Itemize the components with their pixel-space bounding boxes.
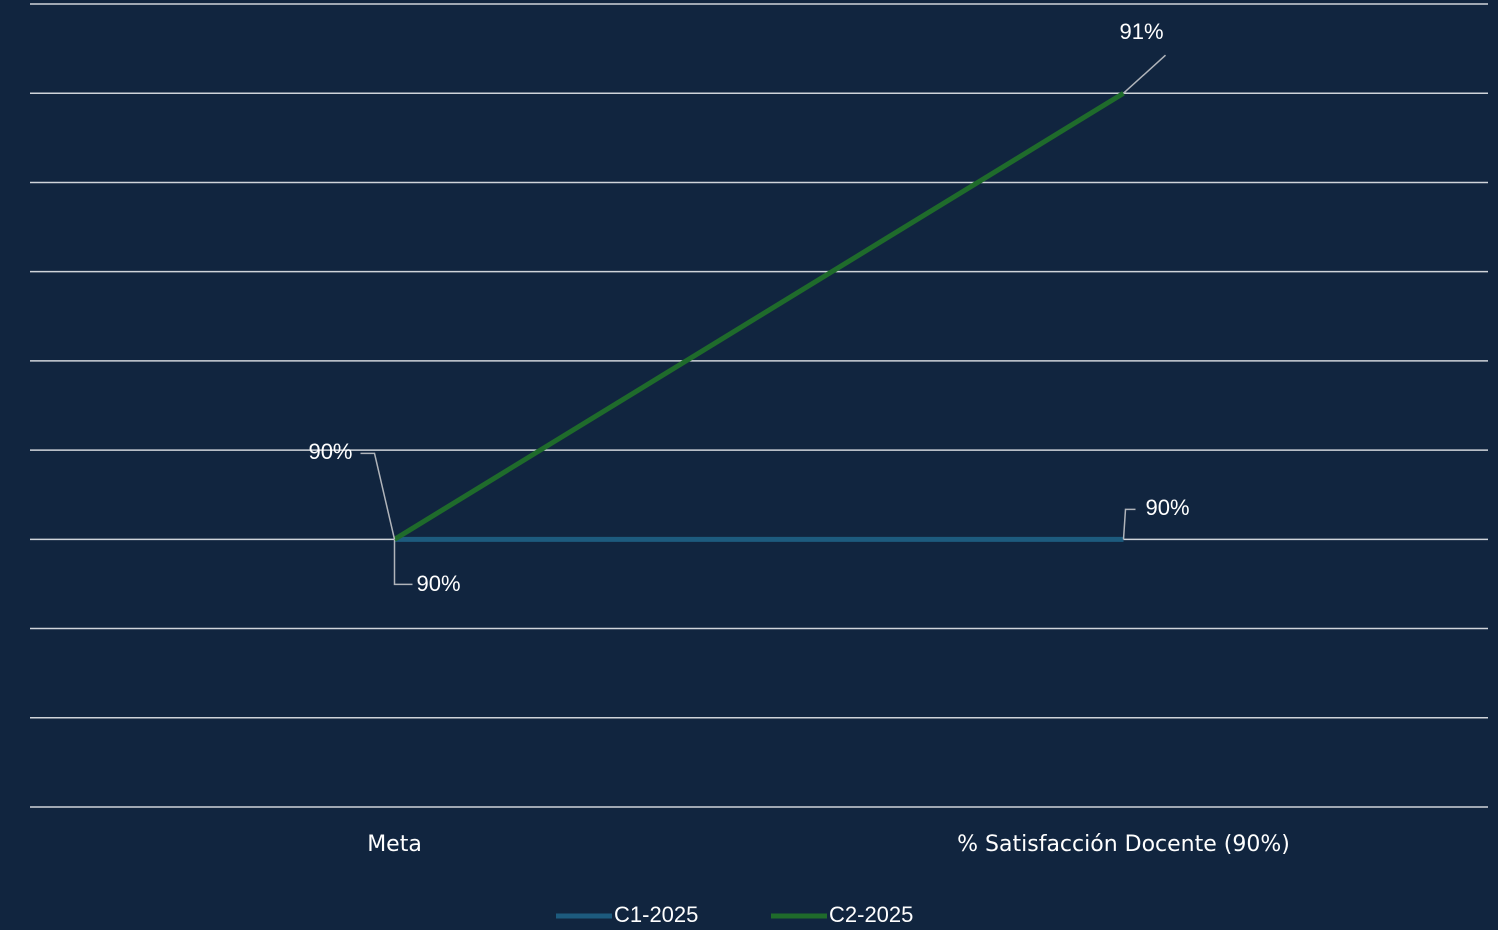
legend-label: C1-2025 xyxy=(614,902,698,927)
series-line xyxy=(393,91,1125,542)
data-label: 90% xyxy=(308,439,352,464)
legend-label: C2-2025 xyxy=(829,902,913,927)
leader-line xyxy=(393,539,413,586)
data-label: 90% xyxy=(1146,495,1190,520)
x-tick-label: Meta xyxy=(367,832,422,857)
data-label: 90% xyxy=(417,571,461,596)
leader-line xyxy=(1122,54,1167,94)
leader-line xyxy=(1122,508,1136,540)
leader-line xyxy=(360,452,396,540)
data-label: 91% xyxy=(1119,19,1163,44)
x-tick-label: % Satisfacción Docente (90%) xyxy=(957,832,1290,857)
